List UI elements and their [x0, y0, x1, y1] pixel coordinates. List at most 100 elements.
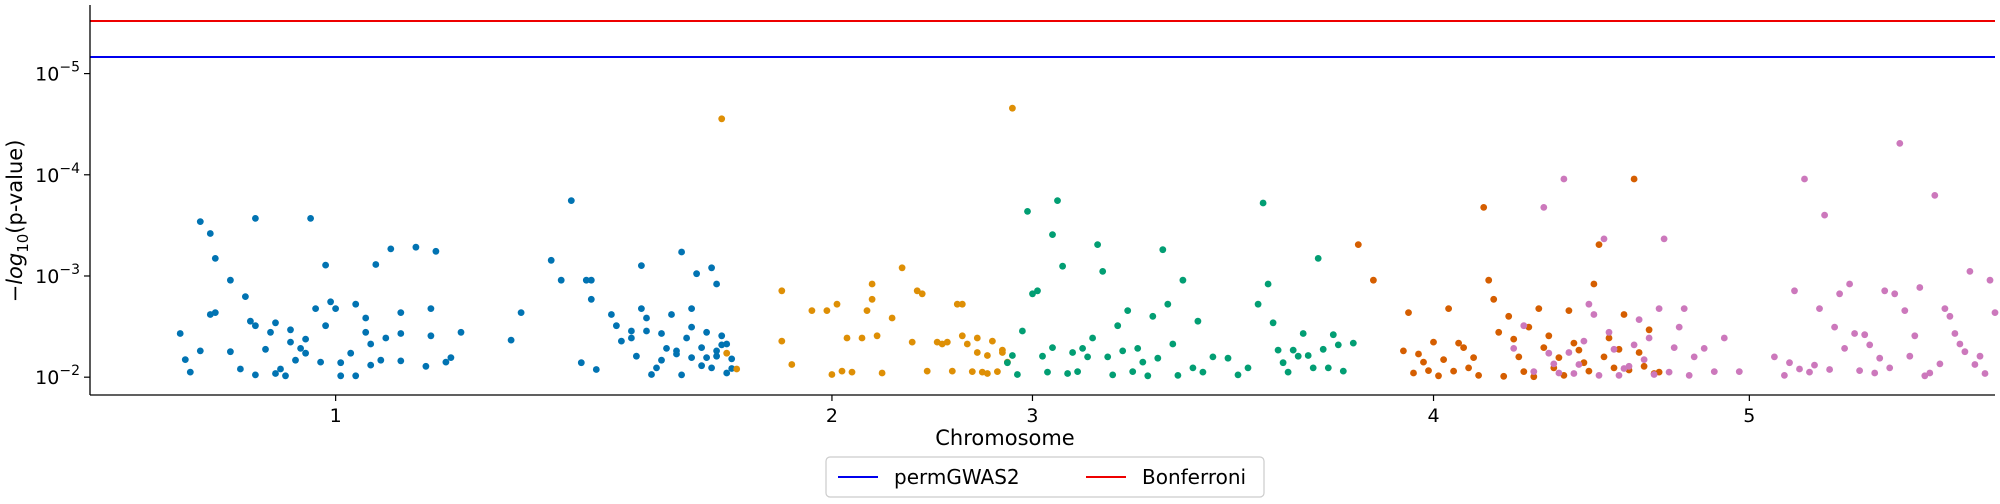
- y-tick-label-0: 10−5: [35, 60, 80, 86]
- legend-frame: [825, 456, 1265, 498]
- point-chr2-5: [788, 361, 796, 368]
- point-chr3-9: [1049, 231, 1056, 239]
- point-chr1-47: [302, 349, 309, 357]
- point-chr4b-36: [1720, 334, 1728, 342]
- point-chr3-38: [1194, 317, 1202, 325]
- point-chr2-32: [968, 368, 976, 375]
- point-chr1b-7: [592, 366, 600, 373]
- point-chr3-23: [1114, 322, 1122, 330]
- point-chr4-37: [1575, 346, 1583, 354]
- point-chr1-6: [227, 348, 234, 356]
- point-chr1b-22: [663, 345, 670, 352]
- point-chr4-20: [1490, 295, 1498, 303]
- point-chr3-52: [1294, 352, 1302, 360]
- point-chr3-15: [1074, 368, 1081, 375]
- point-chr4-24: [1510, 335, 1518, 343]
- point-chr1-59: [457, 328, 465, 336]
- point-chr1-8: [247, 317, 254, 325]
- point-chr2-11: [843, 334, 851, 342]
- point-chr1-43: [262, 345, 269, 353]
- y-axis-label: −log10(p-value): [3, 140, 32, 303]
- point-chr3-7: [1039, 352, 1046, 360]
- point-chr4-46: [1620, 311, 1628, 318]
- point-chr4-16: [1470, 354, 1477, 361]
- point-chr2-2: [733, 365, 741, 373]
- point-chr1b-43: [713, 352, 720, 360]
- point-chr5-43: [1991, 309, 1999, 316]
- point-chr3-4: [1024, 208, 1031, 215]
- point-chr4b-18: [1615, 372, 1623, 379]
- point-chr4-41: [1595, 241, 1603, 249]
- point-chr5-40: [1976, 352, 1984, 360]
- point-chr3-53: [1299, 330, 1307, 337]
- point-chr1b-6: [587, 276, 595, 284]
- point-chr1-12: [302, 335, 309, 343]
- point-chr3-20: [1099, 268, 1107, 275]
- point-chr3-33: [1164, 300, 1172, 308]
- point-chr3-30: [1149, 312, 1157, 320]
- point-chr4-39: [1585, 367, 1593, 375]
- point-chr2-37: [994, 368, 1001, 375]
- point-chr1-40: [432, 247, 440, 255]
- point-chr1-54: [382, 334, 390, 342]
- point-chr2-35: [984, 370, 991, 377]
- point-chr2-15: [868, 280, 876, 288]
- point-chr1b-1: [517, 309, 525, 316]
- point-chr2-16: [868, 295, 876, 303]
- point-chr4b-9: [1570, 370, 1578, 377]
- point-chr4-26: [1520, 368, 1528, 375]
- point-chr1-29: [297, 345, 304, 352]
- point-chr1b-33: [718, 332, 726, 340]
- point-chr1b-12: [618, 337, 625, 345]
- point-chr4-4: [1410, 369, 1417, 377]
- point-chr1-38: [412, 243, 420, 251]
- x-tick-label-2: 3: [1026, 405, 1038, 427]
- point-chr2-18: [878, 369, 886, 377]
- point-chr1-51: [362, 314, 370, 322]
- point-chr1b-31: [708, 364, 715, 372]
- point-chr4-9: [1435, 372, 1442, 380]
- point-chr2-27: [943, 338, 951, 346]
- point-chr4-45: [1615, 345, 1623, 353]
- point-chr1-9: [252, 371, 259, 379]
- y-tick-label-3: 10−2: [35, 363, 80, 389]
- point-chr1b-25: [678, 248, 685, 256]
- point-chr1-50: [352, 300, 360, 308]
- point-chr1-16: [337, 359, 345, 367]
- point-chr1-55: [397, 330, 405, 337]
- point-chr4b-22: [1635, 316, 1643, 323]
- point-chr2-33: [973, 334, 981, 342]
- point-chr4-33: [1555, 354, 1563, 361]
- point-chr4-12: [1450, 367, 1457, 375]
- point-chr1b-11: [613, 322, 620, 330]
- point-chr4-28: [1530, 373, 1538, 381]
- point-chr4-2: [1400, 347, 1407, 355]
- point-chr3-60: [1334, 341, 1342, 349]
- point-chr4b-14: [1595, 372, 1603, 379]
- point-chr4b-30: [1675, 323, 1683, 331]
- point-chr4-40: [1590, 280, 1598, 288]
- point-chr1-58: [442, 358, 450, 366]
- point-chr2-41: [999, 349, 1006, 356]
- point-chr3-46: [1264, 280, 1272, 288]
- point-chr2-23: [918, 290, 926, 298]
- point-chr3-18: [1089, 334, 1096, 342]
- point-chr5-24: [1896, 140, 1904, 147]
- point-chr4b-21: [1630, 341, 1638, 349]
- point-chr5-33: [1941, 305, 1949, 312]
- point-chr2-19: [888, 314, 896, 322]
- point-chr4b-27: [1660, 235, 1668, 243]
- point-chr3-3: [1019, 327, 1026, 335]
- point-chr1b-29: [698, 344, 705, 351]
- point-chr1b-36: [698, 362, 705, 370]
- point-chr1b-30: [703, 354, 710, 361]
- data-points: [176, 104, 1999, 381]
- point-chr2-40: [1009, 104, 1016, 112]
- point-chr5-21: [1881, 287, 1889, 295]
- point-chr3-37: [1189, 364, 1197, 372]
- point-chr5-6: [1806, 368, 1813, 376]
- point-chr1-41: [447, 354, 455, 361]
- point-chr1b-35: [728, 365, 736, 372]
- point-chr1-31: [322, 261, 329, 269]
